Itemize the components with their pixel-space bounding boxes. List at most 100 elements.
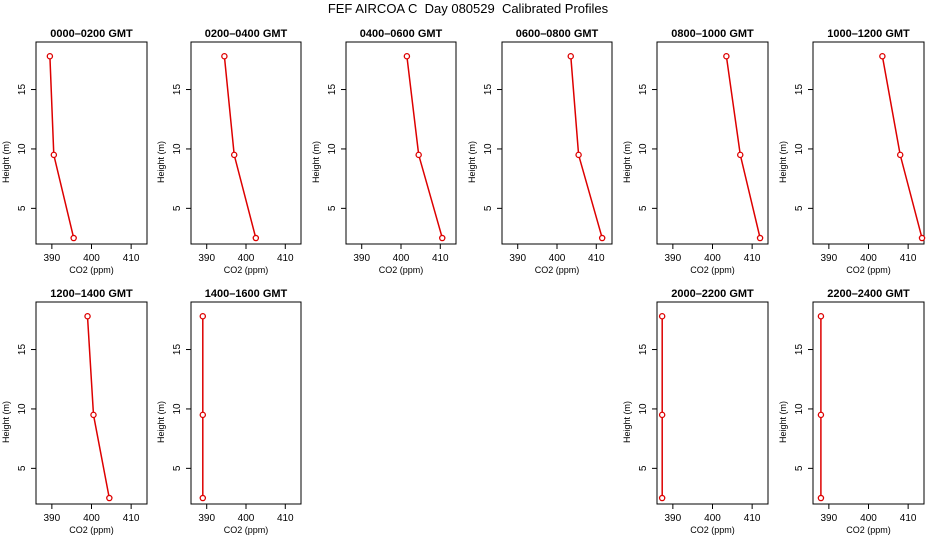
y-tick-label: 15 — [172, 344, 183, 356]
y-axis-label: Height (m) — [467, 141, 477, 183]
x-tick-label: 390 — [198, 513, 215, 524]
y-axis-label: Height (m) — [156, 401, 166, 443]
y-axis-label: Height (m) — [778, 401, 788, 443]
x-tick-label: 400 — [860, 513, 877, 524]
data-point — [46, 53, 54, 60]
y-tick-label: 5 — [17, 205, 28, 211]
y-tick-label: 15 — [327, 84, 338, 96]
x-axis-label: CO2 (ppm) — [224, 525, 269, 535]
figure-title: FEF AIRCOA C Day 080529 Calibrated Profi… — [327, 1, 609, 16]
x-tick-label: 410 — [900, 513, 917, 524]
profile-line — [570, 56, 603, 239]
panel-4: 0800–1000 GMT 390 400 410 5 10 15 CO2 (ppm) Heig… — [622, 28, 769, 275]
y-tick-label: 15 — [638, 84, 649, 96]
data-point — [199, 313, 207, 320]
data-point — [658, 313, 666, 320]
y-tick-label: 15 — [17, 84, 28, 96]
panel-6: 1200–1400 GMT 390 400 410 5 10 15 CO2 (ppm) Heig… — [1, 288, 148, 535]
data-point — [817, 494, 825, 502]
y-tick-label: 10 — [638, 143, 649, 155]
plot-frame — [190, 41, 302, 245]
panel-5: 1000–1200 GMT 390 400 410 5 10 15 CO2 (ppm) Heig… — [778, 28, 926, 275]
plot-frame — [190, 301, 302, 505]
x-axis-label: CO2 (ppm) — [379, 265, 424, 275]
x-tick-label: 400 — [83, 513, 100, 524]
y-tick-label: 10 — [794, 403, 805, 415]
x-axis-label: CO2 (ppm) — [690, 265, 735, 275]
x-tick-label: 410 — [744, 513, 761, 524]
y-axis-label: Height (m) — [778, 141, 788, 183]
y-axis-label: Height (m) — [311, 141, 321, 183]
y-tick-label: 5 — [172, 465, 183, 471]
panel-title: 0800–1000 GMT — [671, 28, 754, 40]
y-tick-label: 10 — [17, 143, 28, 155]
data-point — [230, 151, 238, 159]
data-point — [737, 151, 744, 159]
x-tick-label: 390 — [44, 513, 61, 524]
data-point — [918, 234, 926, 242]
x-tick-label: 390 — [821, 253, 838, 264]
y-tick-label: 5 — [172, 205, 183, 211]
data-point — [50, 151, 58, 159]
y-tick-label: 15 — [794, 344, 805, 356]
x-axis-label: CO2 (ppm) — [846, 525, 891, 535]
panel-7: 1400–1600 GMT 390 400 410 5 10 15 CO2 (ppm) Heig… — [156, 288, 302, 535]
data-point — [575, 151, 582, 159]
data-point — [598, 234, 606, 242]
panel-title: 2000–2200 GMT — [671, 288, 754, 300]
x-tick-label: 410 — [277, 253, 294, 264]
y-tick-label: 15 — [172, 84, 183, 96]
x-tick-label: 390 — [353, 253, 370, 264]
plot-frame — [656, 301, 769, 505]
plot-frame — [656, 41, 769, 245]
y-tick-label: 15 — [794, 84, 805, 96]
y-axis-label: Height (m) — [622, 141, 632, 183]
x-tick-label: 400 — [238, 513, 255, 524]
data-point — [896, 151, 904, 159]
y-axis-label: Height (m) — [156, 141, 166, 183]
x-tick-label: 400 — [549, 253, 566, 264]
data-point — [199, 494, 207, 502]
data-point — [199, 411, 207, 419]
x-tick-label: 400 — [83, 253, 100, 264]
x-axis-label: CO2 (ppm) — [690, 525, 735, 535]
data-point — [221, 53, 228, 60]
panel-0: 0000–0200 GMT 390 400 410 5 10 15 CO2 (ppm) Heig… — [1, 28, 148, 275]
x-axis-label: CO2 (ppm) — [224, 265, 269, 275]
x-tick-label: 390 — [44, 253, 61, 264]
y-axis-label: Height (m) — [622, 401, 632, 443]
plot-frame — [35, 301, 148, 505]
data-point — [438, 234, 446, 242]
x-tick-label: 400 — [860, 253, 877, 264]
x-tick-label: 410 — [123, 253, 140, 264]
y-tick-label: 15 — [17, 344, 28, 356]
y-axis-label: Height (m) — [1, 401, 11, 443]
panel-title: 1000–1200 GMT — [827, 28, 910, 40]
x-tick-label: 390 — [821, 513, 838, 524]
data-point — [723, 53, 730, 60]
y-tick-label: 15 — [638, 344, 649, 356]
x-tick-label: 400 — [704, 513, 721, 524]
x-tick-label: 390 — [198, 253, 215, 264]
x-axis-label: CO2 (ppm) — [535, 265, 580, 275]
panel-8: 2000–2200 GMT 390 400 410 5 10 15 CO2 (ppm) Heig… — [622, 288, 769, 535]
panel-9: 2200–2400 GMT 390 400 410 5 10 15 CO2 (ppm) Heig… — [778, 288, 925, 535]
data-point — [879, 53, 886, 60]
x-tick-label: 410 — [588, 253, 605, 264]
y-tick-label: 10 — [794, 143, 805, 155]
panel-3: 0600–0800 GMT 390 400 410 5 10 15 CO2 (ppm) Heig… — [467, 28, 613, 275]
x-tick-label: 410 — [900, 253, 917, 264]
data-point — [817, 411, 825, 419]
panel-title: 0200–0400 GMT — [205, 28, 288, 40]
profile-line — [86, 316, 111, 499]
x-tick-label: 390 — [665, 513, 682, 524]
data-point — [90, 411, 97, 419]
y-tick-label: 10 — [172, 143, 183, 155]
plot-frame — [812, 301, 925, 505]
x-tick-label: 410 — [744, 253, 761, 264]
panel-1: 0200–0400 GMT 390 400 410 5 10 15 CO2 (ppm) Heig… — [156, 28, 302, 275]
x-tick-label: 400 — [704, 253, 721, 264]
panel-title: 0000–0200 GMT — [50, 28, 133, 40]
y-tick-label: 5 — [327, 205, 338, 211]
